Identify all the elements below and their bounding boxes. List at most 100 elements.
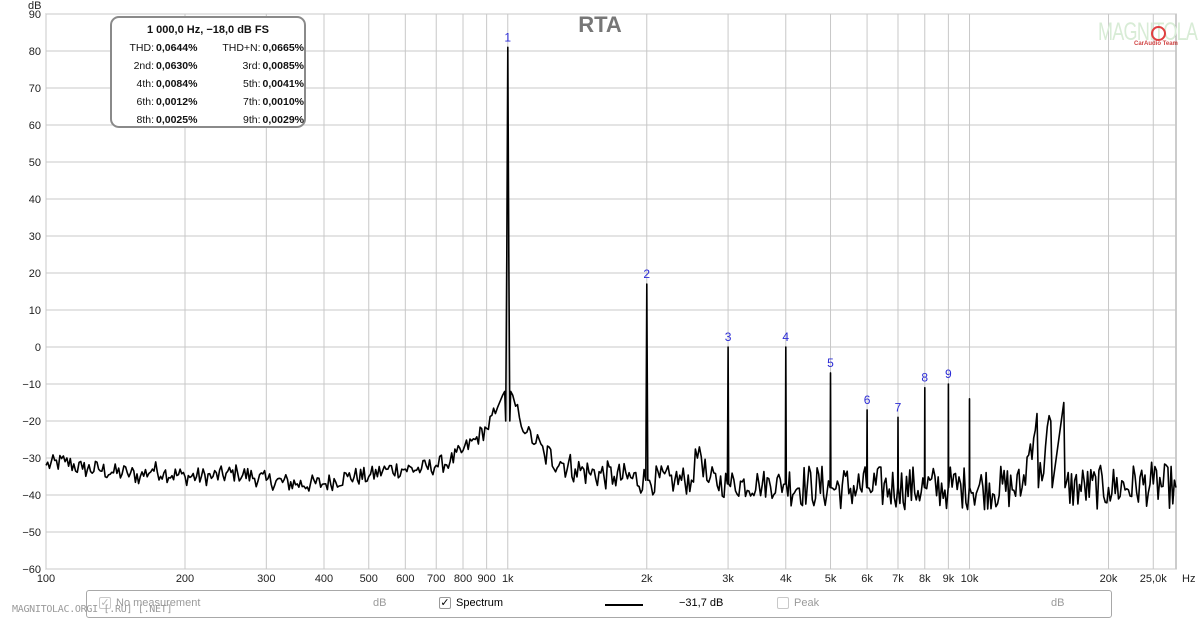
x-tick-label: 7k: [892, 573, 904, 585]
y-tick-label: −30: [22, 453, 41, 465]
info-label: 8th:: [136, 114, 154, 126]
info-label: 7th:: [243, 96, 261, 108]
x-tick-label: 500: [360, 573, 378, 585]
info-cell: THD+N: 0,0665%: [208, 42, 304, 54]
x-axis-unit: Hz: [1182, 573, 1195, 585]
chart-title: RTA: [578, 12, 622, 37]
y-tick-label: 30: [29, 231, 41, 243]
y-tick-label: −20: [22, 416, 41, 428]
info-value: 0,0029%: [262, 114, 304, 126]
legend-item-no-measurement[interactable]: ✓ No measurement: [99, 597, 200, 609]
info-value: 0,0010%: [262, 96, 304, 108]
y-tick-label: 40: [29, 194, 41, 206]
info-row: 4th: 0,0084% 5th: 0,0041%: [112, 75, 304, 93]
info-row: 8th: 0,0025% 9th: 0,0029%: [112, 111, 304, 129]
harmonic-label-9: 9: [945, 367, 952, 381]
logo-text: MAGNITOLA: [1098, 18, 1198, 46]
x-tick-label: 25,0k: [1140, 573, 1167, 585]
harmonic-label-5: 5: [827, 356, 834, 370]
harmonic-label-7: 7: [895, 400, 902, 414]
y-tick-label: −50: [22, 527, 41, 539]
info-value: 0,0084%: [156, 78, 198, 90]
info-label: 4th:: [136, 78, 154, 90]
y-axis-label: dB: [28, 0, 41, 12]
legend-item-peak[interactable]: Peak: [777, 597, 819, 609]
x-tick-label: 1k: [502, 573, 514, 585]
y-tick-label: −60: [22, 564, 41, 576]
info-cell: 2nd: 0,0630%: [112, 60, 208, 72]
legend-item-spectrum[interactable]: ✓ Spectrum: [439, 597, 503, 609]
x-tick-label: 600: [396, 573, 414, 585]
x-tick-label: 700: [427, 573, 445, 585]
info-cell: 4th: 0,0084%: [112, 78, 208, 90]
x-tick-label: 20k: [1100, 573, 1118, 585]
spectrum-value: −31,7 dB: [679, 597, 724, 609]
x-tick-label: 5k: [825, 573, 837, 585]
info-cell: 3rd: 0,0085%: [208, 60, 304, 72]
x-tick-label: 400: [315, 573, 333, 585]
info-cell: 8th: 0,0025%: [112, 114, 208, 126]
peak-label: Peak: [794, 597, 820, 609]
x-tick-label: 4k: [780, 573, 792, 585]
y-tick-label: 0: [35, 342, 41, 354]
info-row: 6th: 0,0012% 7th: 0,0010%: [112, 93, 304, 111]
x-tick-label: 3k: [722, 573, 734, 585]
info-cell: THD: 0,0644%: [112, 42, 208, 54]
info-cell: 6th: 0,0012%: [112, 96, 208, 108]
x-tick-label: 2k: [641, 573, 653, 585]
x-axis-ticks: 100 200 300 400 500 600 700 800 900 1k 2k 3k 4k 5k 6k 7…: [37, 573, 1167, 585]
legend-unit-1: dB: [373, 597, 387, 609]
info-value: 0,0665%: [262, 42, 304, 54]
x-tick-label: 9k: [943, 573, 955, 585]
harmonic-label-8: 8: [921, 371, 928, 385]
info-label: 2nd:: [133, 60, 154, 72]
spectrum-trace: [45, 46, 1177, 511]
info-rows: THD: 0,0644% THD+N: 0,0665% 2nd: 0,0630% 3rd: 0…: [112, 39, 305, 129]
info-label: 3rd:: [242, 60, 261, 72]
info-label: 9th:: [243, 114, 261, 126]
no-measurement-label: No measurement: [116, 597, 201, 609]
info-value: 0,0041%: [262, 78, 304, 90]
watermark: MAGNITOLAC.ORGI [.RU] [.NET]: [12, 604, 173, 615]
info-cell: 7th: 0,0010%: [208, 96, 304, 108]
spectrum-checkbox[interactable]: ✓: [439, 597, 451, 609]
harmonic-label-6: 6: [864, 393, 871, 407]
info-value: 0,0644%: [156, 42, 198, 54]
logo-ring-icon: [1151, 26, 1166, 41]
y-tick-label: 50: [29, 157, 41, 169]
info-row: THD: 0,0644% THD+N: 0,0665%: [112, 39, 305, 57]
x-tick-label: 200: [176, 573, 194, 585]
spectrum-label: Spectrum: [456, 597, 504, 609]
harmonic-label-1: 1: [504, 30, 511, 44]
no-measurement-checkbox[interactable]: ✓: [99, 597, 111, 609]
distortion-info-box: 1 000,0 Hz, −18,0 dB FS THD: 0,0644% THD+N…: [110, 16, 306, 128]
y-tick-label: 80: [29, 46, 41, 58]
info-label: THD:: [129, 42, 155, 54]
y-tick-label: 70: [29, 83, 41, 95]
info-header: 1 000,0 Hz, −18,0 dB FS: [147, 24, 269, 36]
harmonic-labels: 1 2 3 4 5 6 7 8 9: [504, 30, 952, 414]
info-value: 0,0025%: [156, 114, 198, 126]
info-label: 5th:: [243, 78, 261, 90]
y-tick-label: 60: [29, 120, 41, 132]
y-tick-label: 90: [29, 9, 41, 21]
x-tick-label: 8k: [919, 573, 931, 585]
info-label: 6th:: [136, 96, 154, 108]
spectrum-line-swatch: [605, 604, 643, 606]
y-axis-ticks: 90 80 70 60 50 40 30 20 10 0 −10 −20 −30 −40 −50 −60: [22, 9, 41, 576]
legend-bar: ✓ No measurement dB ✓ Spectrum −31,7 dB …: [86, 590, 1112, 618]
peak-checkbox[interactable]: [777, 597, 789, 609]
harmonic-label-2: 2: [643, 267, 650, 281]
info-row: 2nd: 0,0630% 3rd: 0,0085%: [112, 57, 304, 75]
info-value: 0,0012%: [156, 96, 198, 108]
y-tick-label: 10: [29, 305, 41, 317]
y-tick-label: 20: [29, 268, 41, 280]
harmonic-label-4: 4: [782, 330, 789, 344]
x-tick-label: 900: [477, 573, 495, 585]
y-tick-label: −40: [22, 490, 41, 502]
magnitola-logo: MAGNITOLA CarAudio Team: [1098, 18, 1198, 52]
legend-unit-2: dB: [1051, 597, 1065, 609]
info-value: 0,0630%: [156, 60, 198, 72]
x-tick-label: 6k: [861, 573, 873, 585]
spectrum-trace-group: [45, 46, 1177, 511]
